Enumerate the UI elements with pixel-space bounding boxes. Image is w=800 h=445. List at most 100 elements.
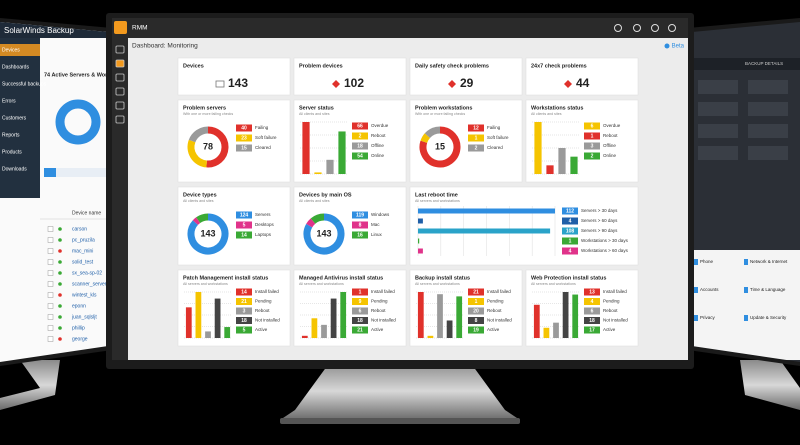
device-icon bbox=[215, 80, 225, 88]
bar bbox=[427, 335, 434, 338]
row-checkbox[interactable] bbox=[47, 292, 54, 298]
app-logo[interactable] bbox=[114, 21, 127, 34]
nav-item[interactable]: Devices bbox=[2, 47, 20, 53]
settings-item[interactable]: Time & Language bbox=[750, 287, 786, 292]
legend-label: Active bbox=[487, 327, 500, 332]
settings-icon bbox=[694, 315, 698, 321]
row-checkbox[interactable] bbox=[47, 325, 54, 331]
device-name[interactable]: mac_mini bbox=[72, 248, 93, 254]
device-name[interactable]: wintest_kls bbox=[72, 292, 97, 298]
detail-row bbox=[748, 124, 788, 138]
nav-item[interactable]: Products bbox=[2, 149, 22, 155]
legend-badge bbox=[468, 298, 484, 305]
donut-segment bbox=[303, 213, 345, 255]
bar bbox=[543, 327, 550, 338]
right-tab[interactable]: BACKUP DETAILS bbox=[745, 61, 783, 66]
detail-row bbox=[748, 146, 788, 160]
legend-badge bbox=[584, 326, 600, 334]
device-name[interactable]: solid_test bbox=[72, 259, 94, 265]
row-checkbox[interactable] bbox=[47, 259, 54, 265]
bar bbox=[558, 148, 566, 174]
left-screen: SolarWinds Backup Devices Dashboards Succes… bbox=[0, 22, 109, 362]
legend-badge bbox=[562, 227, 578, 235]
top-icon[interactable] bbox=[668, 24, 676, 32]
bar bbox=[562, 292, 569, 338]
settings-icon bbox=[694, 259, 698, 265]
card bbox=[177, 57, 291, 96]
legend-value: 15 bbox=[241, 145, 247, 151]
card-title: Server status bbox=[299, 105, 334, 111]
top-icon[interactable] bbox=[614, 24, 622, 32]
side-icon[interactable] bbox=[115, 59, 125, 68]
legend-value: 18 bbox=[357, 143, 363, 149]
legend-badge bbox=[468, 124, 484, 132]
legend-value: 119 bbox=[356, 212, 364, 218]
legend-label: Servers bbox=[255, 212, 271, 217]
legend-badge bbox=[236, 298, 252, 305]
donut-center: 143 bbox=[316, 228, 331, 238]
legend-label: Pending bbox=[603, 299, 620, 304]
nav-item[interactable]: Downloads bbox=[2, 166, 27, 172]
beta-icon bbox=[664, 43, 670, 49]
detail-row bbox=[698, 102, 738, 116]
legend-badge bbox=[236, 317, 252, 324]
nav-item[interactable]: Customers bbox=[2, 115, 27, 121]
bar bbox=[301, 335, 308, 338]
top-icon[interactable] bbox=[633, 24, 641, 32]
card bbox=[409, 186, 639, 266]
nav-item[interactable]: Errors bbox=[2, 98, 16, 104]
card bbox=[293, 99, 407, 183]
device-name[interactable]: sx_sea-sp-02 bbox=[72, 270, 102, 276]
row-checkbox[interactable] bbox=[47, 270, 54, 276]
top-icon[interactable] bbox=[651, 24, 659, 32]
settings-item[interactable]: Accounts bbox=[700, 287, 719, 292]
bar bbox=[195, 292, 202, 338]
device-name[interactable]: george bbox=[72, 336, 88, 342]
settings-item[interactable]: Privacy bbox=[700, 315, 716, 320]
settings-item[interactable]: Update & Security bbox=[750, 315, 787, 320]
legend-badge bbox=[352, 132, 368, 140]
card-title: Devices bbox=[183, 63, 204, 69]
row-checkbox[interactable] bbox=[47, 248, 54, 254]
device-name[interactable]: carson bbox=[72, 226, 87, 232]
device-name[interactable]: juan_sqlsljt bbox=[71, 314, 97, 320]
device-name[interactable]: pc_pruzila bbox=[72, 237, 95, 243]
row-checkbox[interactable] bbox=[47, 314, 54, 320]
legend-label: Active bbox=[603, 327, 616, 332]
side-icon[interactable] bbox=[115, 101, 125, 110]
nav-item[interactable]: Dashboards bbox=[2, 64, 29, 70]
nav-item[interactable]: Reports bbox=[2, 132, 20, 138]
row-checkbox[interactable] bbox=[47, 336, 54, 342]
left-tabs bbox=[44, 168, 108, 177]
stat-value: 102 bbox=[344, 76, 364, 90]
side-icon[interactable] bbox=[115, 115, 125, 124]
hbar bbox=[418, 228, 551, 234]
detail-row bbox=[748, 102, 788, 116]
settings-item[interactable]: Phone bbox=[700, 259, 714, 264]
device-name[interactable]: eponn bbox=[72, 303, 86, 309]
legend-label: Offline bbox=[603, 143, 616, 148]
row-checkbox[interactable] bbox=[47, 226, 54, 232]
row-checkbox[interactable] bbox=[47, 303, 54, 309]
device-name[interactable]: phillip bbox=[72, 325, 85, 331]
settings-item[interactable]: Network & Internet bbox=[750, 259, 788, 264]
side-icon[interactable] bbox=[115, 73, 125, 82]
side-icon[interactable] bbox=[115, 87, 125, 96]
side-icon[interactable] bbox=[115, 45, 125, 54]
legend-value: 9 bbox=[359, 299, 362, 305]
device-name[interactable]: scanner_server1 bbox=[72, 281, 109, 287]
card-title: Web Protection install status bbox=[531, 275, 606, 281]
legend-value: 14 bbox=[241, 289, 247, 295]
legend-value: 23 bbox=[241, 135, 247, 141]
alert-icon bbox=[564, 80, 572, 88]
legend-badge bbox=[468, 326, 484, 334]
legend-badge bbox=[584, 122, 600, 130]
row-checkbox[interactable] bbox=[47, 237, 54, 243]
stat-value: 44 bbox=[576, 76, 590, 90]
nav-item[interactable]: Successful backups bbox=[2, 81, 47, 87]
legend-label: Reboot bbox=[603, 133, 618, 138]
legend-value: 4 bbox=[591, 299, 594, 305]
row-checkbox[interactable] bbox=[47, 281, 54, 287]
left-tab-active[interactable] bbox=[44, 168, 56, 177]
